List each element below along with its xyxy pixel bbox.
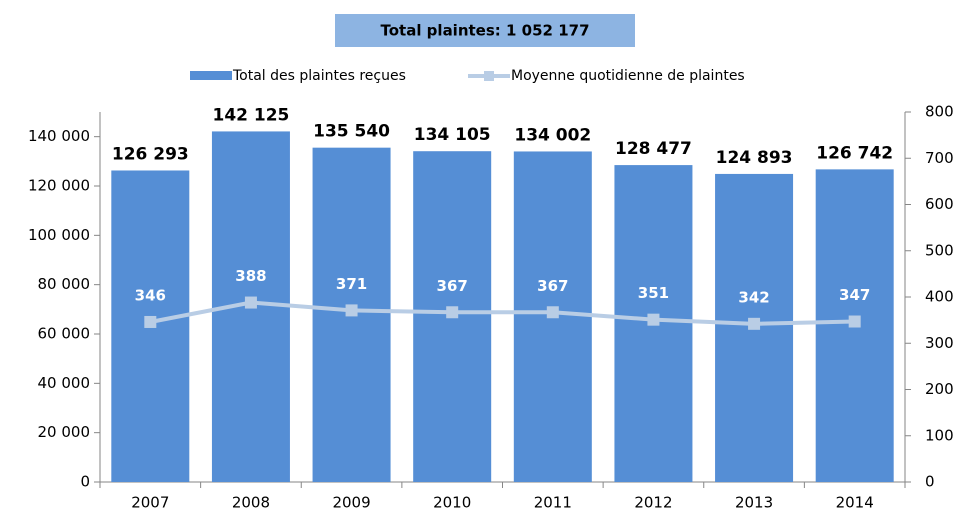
y2-tick-label: 0 [925, 473, 935, 491]
x-tick-label: 2013 [735, 494, 773, 512]
line-point [848, 315, 861, 328]
bar-value-label: 124 893 [716, 148, 793, 168]
x-tick-label: 2012 [634, 494, 672, 512]
y2-tick-label: 200 [925, 380, 954, 398]
y-tick-label: 120 000 [28, 177, 90, 195]
y-tick-label: 20 000 [38, 423, 91, 441]
y2-tick-label: 700 [925, 149, 954, 167]
y2-tick-label: 100 [925, 426, 954, 444]
line-value-label: 347 [839, 286, 870, 304]
bar-value-label: 135 540 [313, 122, 390, 142]
line-point [345, 304, 358, 317]
line-point [748, 317, 761, 330]
title-box [335, 14, 635, 47]
y2-tick-label: 600 [925, 195, 954, 213]
bar-value-label: 134 002 [514, 125, 591, 145]
line-point [546, 306, 559, 319]
line-point [647, 313, 660, 326]
y-tick-label: 0 [80, 473, 90, 491]
bar-value-label: 126 742 [816, 143, 893, 163]
y2-tick-label: 500 [925, 241, 954, 259]
legend-swatch [190, 71, 232, 80]
line-point [144, 315, 157, 328]
y-tick-label: 140 000 [28, 127, 90, 145]
line-point [446, 306, 459, 319]
line-value-label: 388 [235, 267, 266, 285]
y2-tick-label: 400 [925, 288, 954, 306]
line [149, 300, 855, 326]
line-value-label: 367 [437, 277, 468, 295]
bar-value-label: 134 105 [414, 125, 491, 145]
line-value-label: 351 [638, 284, 669, 302]
line-value-label: 346 [135, 286, 166, 304]
x-tick-label: 2011 [534, 494, 572, 512]
bar-value-label: 142 125 [212, 105, 289, 125]
y-tick-label: 80 000 [38, 275, 91, 293]
x-tick-label: 2007 [131, 494, 169, 512]
x-tick-label: 2009 [332, 494, 370, 512]
legend-label: Moyenne quotidienne de plaintes [511, 68, 745, 84]
y-tick-label: 40 000 [38, 374, 91, 392]
line-value-label: 367 [537, 277, 568, 295]
line-value-label: 371 [336, 275, 367, 293]
y-tick-label: 100 000 [28, 226, 90, 244]
legend-label: Total des plaintes reçues [232, 68, 406, 84]
line-value-label: 342 [738, 288, 769, 306]
x-tick-label: 2008 [232, 494, 270, 512]
line-point [244, 296, 257, 309]
bar-value-label: 126 293 [112, 144, 189, 164]
bar-value-label: 128 477 [615, 139, 692, 159]
chart-title: Total plaintes: 1 052 177 [380, 22, 589, 40]
y-tick-label: 60 000 [38, 325, 91, 343]
x-tick-label: 2010 [433, 494, 471, 512]
y2-tick-label: 800 [925, 103, 954, 121]
x-tick-label: 2014 [836, 494, 874, 512]
y2-tick-label: 300 [925, 334, 954, 352]
legend-swatch [484, 71, 494, 81]
